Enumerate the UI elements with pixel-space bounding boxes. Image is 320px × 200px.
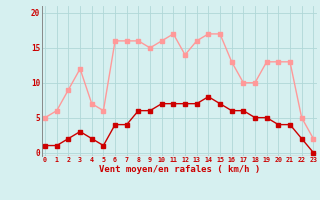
X-axis label: Vent moyen/en rafales ( km/h ): Vent moyen/en rafales ( km/h ) bbox=[99, 165, 260, 174]
